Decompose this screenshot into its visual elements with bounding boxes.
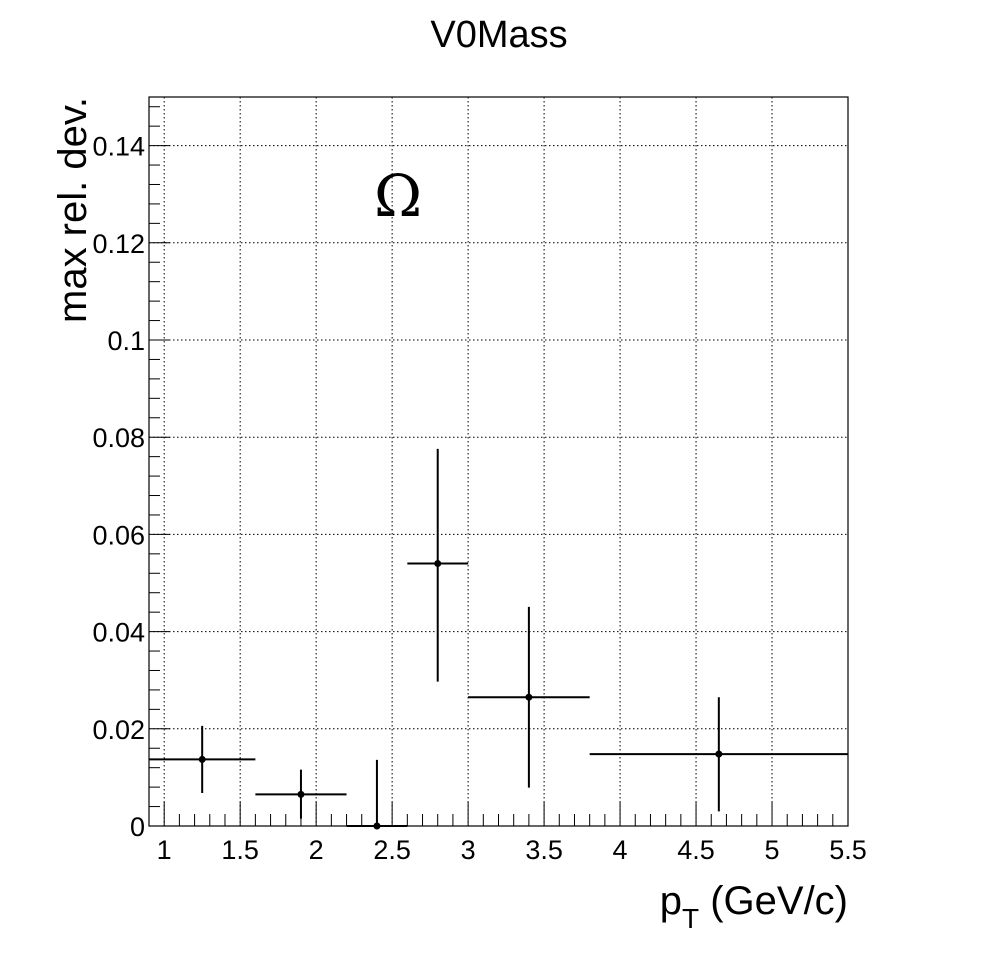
data-point — [589, 697, 848, 812]
data-point — [255, 769, 347, 819]
y-tick-label: 0.08 — [92, 423, 145, 453]
y-tick-label: 0.06 — [92, 520, 145, 550]
data-points — [149, 448, 848, 830]
y-tick-labels: 0 0.02 0.04 0.06 0.08 0.1 0.12 0.14 — [92, 132, 145, 842]
x-axis-label-main: p — [660, 879, 682, 923]
y-tick-label: 0.12 — [92, 229, 145, 259]
x-tick-label: 1.5 — [221, 835, 259, 865]
y-tick-label: 0.14 — [92, 132, 145, 162]
x-tick-label: 2 — [309, 835, 324, 865]
x-tick-label: 4.5 — [677, 835, 715, 865]
data-point — [407, 448, 469, 682]
x-tick-label: 3 — [461, 835, 476, 865]
data-point — [149, 725, 256, 793]
x-axis-label-sub: T — [682, 903, 699, 934]
x-tick-labels: 1 1.5 2 2.5 3 3.5 4 4.5 5 5.5 — [157, 835, 867, 865]
point-marker — [434, 560, 442, 568]
x-axis-label-rest: (GeV/c) — [699, 879, 848, 923]
x-tick-label: 2.5 — [373, 835, 411, 865]
point-marker — [525, 693, 533, 701]
point-marker — [198, 755, 206, 763]
y-tick-label: 0.02 — [92, 715, 145, 745]
y-axis-label: max rel. dev. — [51, 97, 95, 323]
x-tick-label: 5.5 — [829, 835, 867, 865]
x-tick-label: 5 — [765, 835, 780, 865]
point-marker — [297, 790, 305, 798]
grid-lines — [149, 97, 848, 826]
x-tick-label: 1 — [157, 835, 172, 865]
chart-title: V0Mass — [430, 14, 567, 56]
x-tick-label: 3.5 — [525, 835, 563, 865]
y-tick-label: 0.1 — [107, 326, 145, 356]
x-tick-label: 4 — [613, 835, 628, 865]
y-tick-label: 0 — [130, 812, 145, 842]
point-marker — [715, 750, 723, 758]
y-tick-label: 0.04 — [92, 618, 145, 648]
data-point — [468, 606, 590, 788]
plot-frame — [148, 96, 849, 827]
particle-annotation: Ω — [374, 162, 422, 230]
x-axis-label: pT (GeV/c) — [660, 879, 848, 934]
